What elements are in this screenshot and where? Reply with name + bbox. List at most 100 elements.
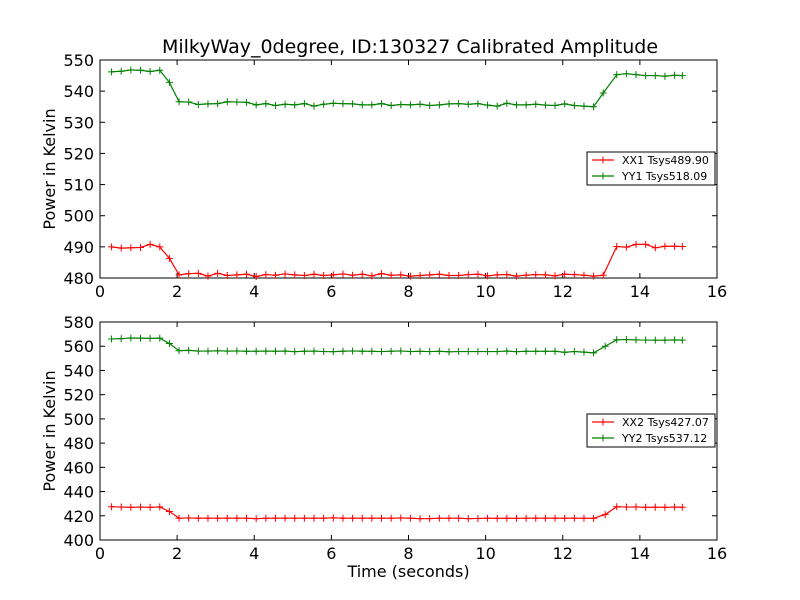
data-point-marker bbox=[503, 347, 511, 355]
data-point-marker bbox=[455, 514, 463, 522]
data-point-marker bbox=[599, 89, 607, 97]
x-tick-label: 14 bbox=[630, 544, 650, 563]
data-point-marker bbox=[532, 271, 540, 279]
data-point-marker bbox=[406, 101, 414, 109]
data-point-marker bbox=[445, 100, 453, 108]
data-point-marker bbox=[185, 98, 193, 106]
x-tick-label: 4 bbox=[249, 544, 259, 563]
x-tick-label: 8 bbox=[403, 282, 413, 301]
y-tick-label: 500 bbox=[63, 410, 94, 429]
data-point-marker bbox=[661, 242, 669, 250]
data-point-marker bbox=[570, 514, 578, 522]
data-point-marker bbox=[108, 335, 116, 343]
data-point-marker bbox=[541, 347, 549, 355]
data-point-marker bbox=[512, 272, 520, 280]
data-point-marker bbox=[291, 348, 299, 356]
data-point-marker bbox=[349, 514, 357, 522]
y-tick-label: 400 bbox=[63, 531, 94, 550]
legend-label: YY1 Tsys518.09 bbox=[621, 170, 707, 183]
chart-title: MilkyWay_0degree, ID:130327 Calibrated A… bbox=[162, 36, 658, 58]
x-tick-label: 10 bbox=[475, 282, 495, 301]
data-point-marker bbox=[358, 101, 366, 109]
data-point-marker bbox=[233, 98, 241, 106]
data-point-marker bbox=[613, 503, 621, 511]
data-point-marker bbox=[642, 503, 650, 511]
data-point-marker bbox=[156, 503, 164, 511]
bottom-plot-panel: 0 2 4 6 8 10 12 14 16 400 420 440 460 480 500 520 540 560… bbox=[40, 313, 727, 581]
data-point-marker bbox=[484, 348, 492, 356]
data-point-marker bbox=[622, 243, 630, 251]
data-point-marker bbox=[252, 101, 260, 109]
data-point-marker bbox=[339, 270, 347, 278]
x-tick-label: 2 bbox=[172, 282, 182, 301]
x-tick-label: 8 bbox=[403, 544, 413, 563]
data-point-marker bbox=[233, 271, 241, 279]
data-point-marker bbox=[671, 503, 679, 511]
data-point-marker bbox=[532, 100, 540, 108]
x-tick-label: 2 bbox=[172, 544, 182, 563]
data-point-marker bbox=[281, 514, 289, 522]
data-point-marker bbox=[156, 66, 164, 74]
data-point-marker bbox=[233, 347, 241, 355]
data-point-marker bbox=[561, 100, 569, 108]
data-point-marker bbox=[474, 514, 482, 522]
data-point-marker bbox=[671, 71, 679, 79]
data-point-marker bbox=[194, 269, 202, 277]
data-point-marker bbox=[551, 101, 559, 109]
data-point-marker bbox=[426, 101, 434, 109]
data-point-marker bbox=[214, 269, 222, 277]
data-point-marker bbox=[204, 514, 212, 522]
data-point-marker bbox=[503, 99, 511, 107]
data-point-marker bbox=[252, 515, 260, 523]
data-point-marker bbox=[570, 271, 578, 279]
data-point-marker bbox=[651, 72, 659, 80]
data-point-marker bbox=[406, 272, 414, 280]
data-point-marker bbox=[455, 348, 463, 356]
data-point-marker bbox=[117, 335, 125, 343]
data-point-marker bbox=[387, 347, 395, 355]
data-point-marker bbox=[378, 270, 386, 278]
data-point-marker bbox=[358, 347, 366, 355]
y-tick-label: 520 bbox=[63, 386, 94, 405]
data-point-marker bbox=[484, 272, 492, 280]
y-tick-label: 560 bbox=[63, 337, 94, 356]
data-point-marker bbox=[503, 514, 511, 522]
data-point-marker bbox=[349, 271, 357, 279]
data-point-marker bbox=[590, 272, 598, 280]
data-point-marker bbox=[146, 240, 154, 248]
data-point-marker bbox=[146, 503, 154, 511]
data-point-marker bbox=[397, 347, 405, 355]
data-point-marker bbox=[632, 71, 640, 79]
x-axis-label: Time (seconds) bbox=[346, 562, 469, 581]
data-point-marker bbox=[522, 271, 530, 279]
x-tick-label: 10 bbox=[475, 544, 495, 563]
data-point-marker bbox=[329, 348, 337, 356]
data-point-marker bbox=[590, 514, 598, 522]
data-point-marker bbox=[622, 70, 630, 78]
data-point-marker bbox=[464, 515, 472, 523]
legend-marker bbox=[599, 434, 607, 442]
data-point-marker bbox=[435, 347, 443, 355]
x-tick-label: 14 bbox=[630, 282, 650, 301]
data-point-marker bbox=[310, 102, 318, 110]
y-axis-label: Power in Kelvin bbox=[40, 108, 59, 229]
data-point-marker bbox=[108, 503, 116, 511]
data-point-marker bbox=[661, 503, 669, 511]
x-tick-label: 16 bbox=[707, 544, 727, 563]
data-point-marker bbox=[580, 514, 588, 522]
data-point-marker bbox=[601, 342, 609, 350]
data-point-marker bbox=[165, 78, 173, 86]
data-point-marker bbox=[262, 271, 270, 279]
data-point-marker bbox=[156, 334, 164, 342]
data-point-marker bbox=[300, 347, 308, 355]
data-point-marker bbox=[661, 72, 669, 80]
data-point-marker bbox=[503, 271, 511, 279]
data-point-marker bbox=[632, 240, 640, 248]
data-point-marker bbox=[310, 514, 318, 522]
data-point-marker bbox=[358, 514, 366, 522]
data-point-marker bbox=[426, 271, 434, 279]
data-point-marker bbox=[108, 68, 116, 76]
data-point-marker bbox=[406, 348, 414, 356]
data-point-marker bbox=[678, 503, 686, 511]
